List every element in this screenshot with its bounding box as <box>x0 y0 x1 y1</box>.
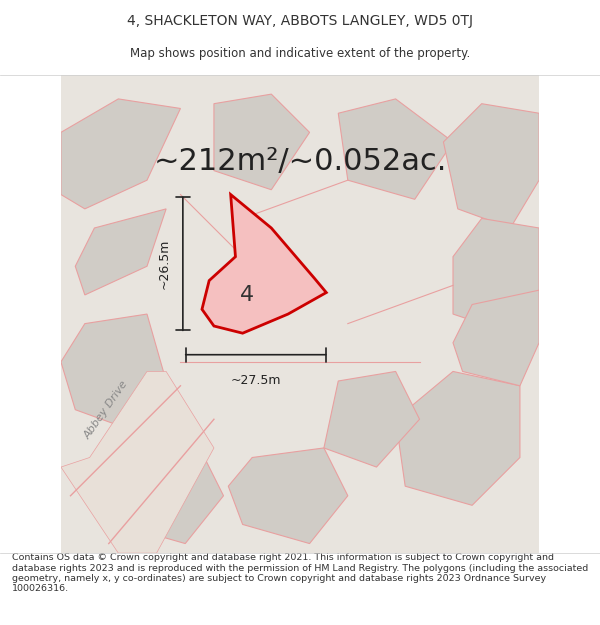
Text: 4, SHACKLETON WAY, ABBOTS LANGLEY, WD5 0TJ: 4, SHACKLETON WAY, ABBOTS LANGLEY, WD5 0… <box>127 14 473 28</box>
Polygon shape <box>228 448 348 544</box>
Text: ~27.5m: ~27.5m <box>230 374 281 387</box>
Polygon shape <box>202 194 326 333</box>
Text: Map shows position and indicative extent of the property.: Map shows position and indicative extent… <box>130 48 470 61</box>
Polygon shape <box>99 438 223 544</box>
Polygon shape <box>338 99 453 199</box>
Text: ~26.5m: ~26.5m <box>158 239 171 289</box>
Polygon shape <box>453 290 539 386</box>
Polygon shape <box>453 218 539 333</box>
Polygon shape <box>395 371 520 505</box>
Polygon shape <box>61 371 214 553</box>
Polygon shape <box>324 371 419 467</box>
Polygon shape <box>61 75 539 553</box>
Text: Abbey Drive: Abbey Drive <box>83 379 130 441</box>
Text: ~212m²/~0.052ac.: ~212m²/~0.052ac. <box>154 146 446 176</box>
Polygon shape <box>214 94 310 190</box>
Polygon shape <box>61 314 166 429</box>
Polygon shape <box>75 209 166 295</box>
Text: Contains OS data © Crown copyright and database right 2021. This information is : Contains OS data © Crown copyright and d… <box>12 553 588 593</box>
Text: 4: 4 <box>241 285 254 305</box>
Polygon shape <box>61 99 181 209</box>
Polygon shape <box>443 104 539 228</box>
